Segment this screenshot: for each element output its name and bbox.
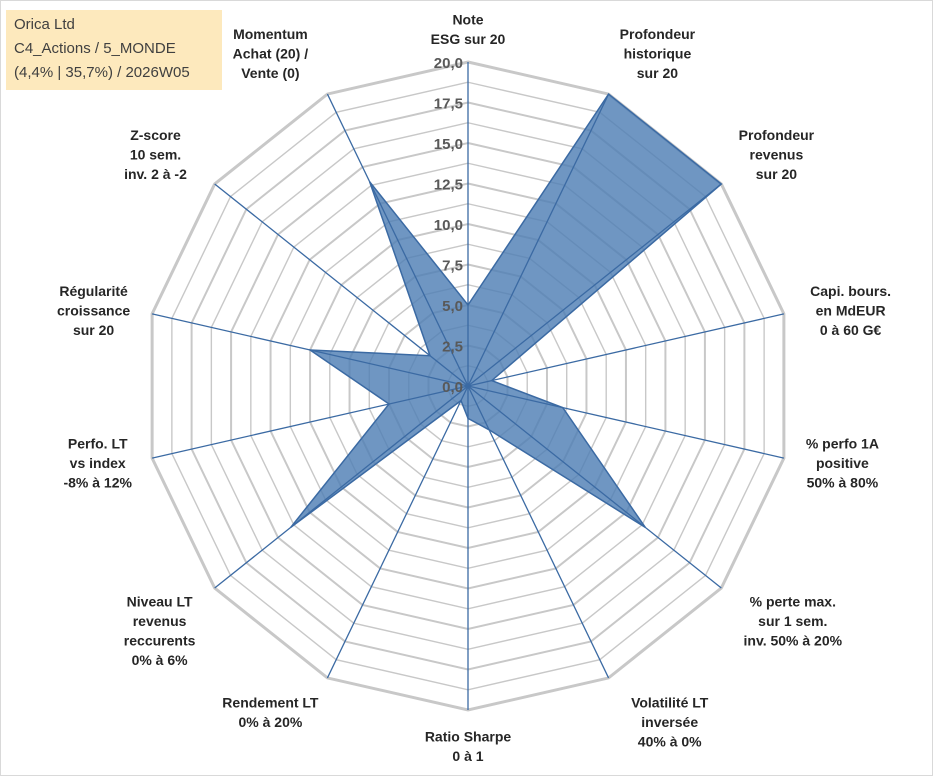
axis-label-line: -8% à 12% — [63, 474, 132, 490]
security-stats: (4,4% | 35,7%) / 2026W05 — [14, 64, 190, 81]
axis-label-line: vs index — [70, 455, 126, 471]
axis-spoke — [467, 385, 610, 679]
axis-label: Capi. bours. en MdEUR 0 à 60 G€ — [810, 283, 891, 338]
axis-label-line: sur 20 — [73, 322, 114, 338]
radar-series — [290, 92, 723, 529]
axis-label-line: revenus — [133, 613, 187, 629]
axis-label: Niveau LT revenus reccurents 0% à 6% — [124, 594, 196, 669]
axis-label: Z-score 10 sem. inv. 2 à -2 — [124, 127, 187, 182]
security-name: Orica Ltd — [14, 16, 75, 33]
tick-label: 12,5 — [434, 177, 463, 194]
axis-label-line: inv. 2 à -2 — [124, 166, 187, 182]
axis-label-line: Profondeur — [739, 127, 815, 143]
radar-spokes — [151, 62, 785, 710]
axis-label: % perfo 1A positive 50% à 80% — [806, 435, 879, 490]
axis-label: Ratio Sharpe 0 à 1 — [425, 729, 512, 765]
axis-label-line: inversée — [641, 714, 698, 730]
axis-label-line: 0 à 60 G€ — [820, 322, 882, 338]
axis-label-line: Achat (20) / — [233, 45, 309, 61]
axis-label-line: Vente (0) — [241, 65, 299, 81]
axis-label-line: Capi. bours. — [810, 283, 891, 299]
axis-label-line: Ratio Sharpe — [425, 729, 512, 745]
axis-label-line: 0% à 20% — [238, 714, 302, 730]
axis-label-line: Volatilité LT — [631, 695, 709, 711]
tick-label: 0,0 — [442, 379, 463, 396]
axis-spoke — [326, 93, 469, 387]
axis-label: % perte max. sur 1 sem. inv. 50% à 20% — [744, 594, 843, 649]
axis-label-line: en MdEUR — [816, 303, 886, 319]
axis-spoke — [467, 385, 722, 589]
axis-spoke — [467, 385, 785, 459]
security-info-box: Orica Ltd C4_Actions / 5_MONDE (4,4% | 3… — [6, 10, 222, 90]
axis-spoke — [467, 313, 785, 387]
axis-label-line: % perte max. — [750, 594, 836, 610]
axis-label: Momentum Achat (20) / Vente (0) — [233, 26, 309, 81]
axis-label: Volatilité LT inversée 40% à 0% — [631, 695, 709, 750]
axis-spoke — [467, 183, 722, 387]
axis-label: Régularité croissance sur 20 — [57, 283, 130, 338]
axis-label-line: sur 20 — [637, 65, 678, 81]
axis-label: Profondeur historique sur 20 — [620, 26, 696, 81]
axis-label-line: 10 sem. — [130, 146, 181, 162]
axis-label: Rendement LT 0% à 20% — [222, 695, 319, 731]
axis-label-line: % perfo 1A — [806, 435, 879, 451]
axis-label-line: 0% à 6% — [132, 652, 189, 668]
security-category: C4_Actions / 5_MONDE — [14, 40, 176, 57]
axis-label-line: Z-score — [130, 127, 181, 143]
radar-axis-labels: Note ESG sur 20 Profondeur historique sur 20… — [57, 12, 891, 765]
axis-label-line: revenus — [750, 146, 804, 162]
axis-label-line: 50% à 80% — [807, 474, 879, 490]
tick-label: 5,0 — [442, 298, 463, 315]
axis-label-line: sur 1 sem. — [758, 613, 827, 629]
tick-label: 20,0 — [434, 55, 463, 72]
radar-ticks: 0,0 2,5 5,0 7,5 10,0 12,5 15,0 17,5 20,0 — [434, 55, 463, 396]
axis-label: Profondeur revenus sur 20 — [739, 127, 815, 182]
axis-spoke — [214, 385, 469, 589]
tick-label: 15,0 — [434, 136, 463, 153]
axis-label-line: sur 20 — [756, 166, 797, 182]
axis-label-line: ESG sur 20 — [431, 31, 506, 47]
axis-label-line: historique — [624, 45, 692, 61]
axis-spoke — [151, 385, 469, 459]
axis-label-line: Note — [452, 12, 483, 28]
tick-label: 17,5 — [434, 96, 463, 113]
axis-spoke — [326, 385, 469, 679]
axis-label-line: inv. 50% à 20% — [744, 633, 843, 649]
axis-label: Perfo. LT vs index -8% à 12% — [63, 435, 132, 490]
axis-label-line: 0 à 1 — [452, 748, 483, 764]
axis-spoke — [214, 183, 469, 387]
axis-label: Note ESG sur 20 — [431, 12, 506, 48]
axis-label-line: croissance — [57, 303, 130, 319]
axis-label-line: Perfo. LT — [68, 435, 128, 451]
axis-label-line: Profondeur — [620, 26, 696, 42]
axis-spoke — [151, 313, 469, 387]
axis-spoke — [467, 93, 610, 387]
axis-label-line: 40% à 0% — [638, 734, 702, 750]
axis-label-line: reccurents — [124, 633, 196, 649]
axis-label-line: Momentum — [233, 26, 308, 42]
axis-label-line: Régularité — [59, 283, 128, 299]
tick-label: 7,5 — [442, 258, 463, 275]
axis-label-line: Niveau LT — [127, 594, 193, 610]
tick-label: 10,0 — [434, 217, 463, 234]
series-polygon — [290, 92, 723, 529]
axis-label-line: positive — [816, 455, 869, 471]
axis-label-line: Rendement LT — [222, 695, 319, 711]
tick-label: 2,5 — [442, 339, 463, 356]
